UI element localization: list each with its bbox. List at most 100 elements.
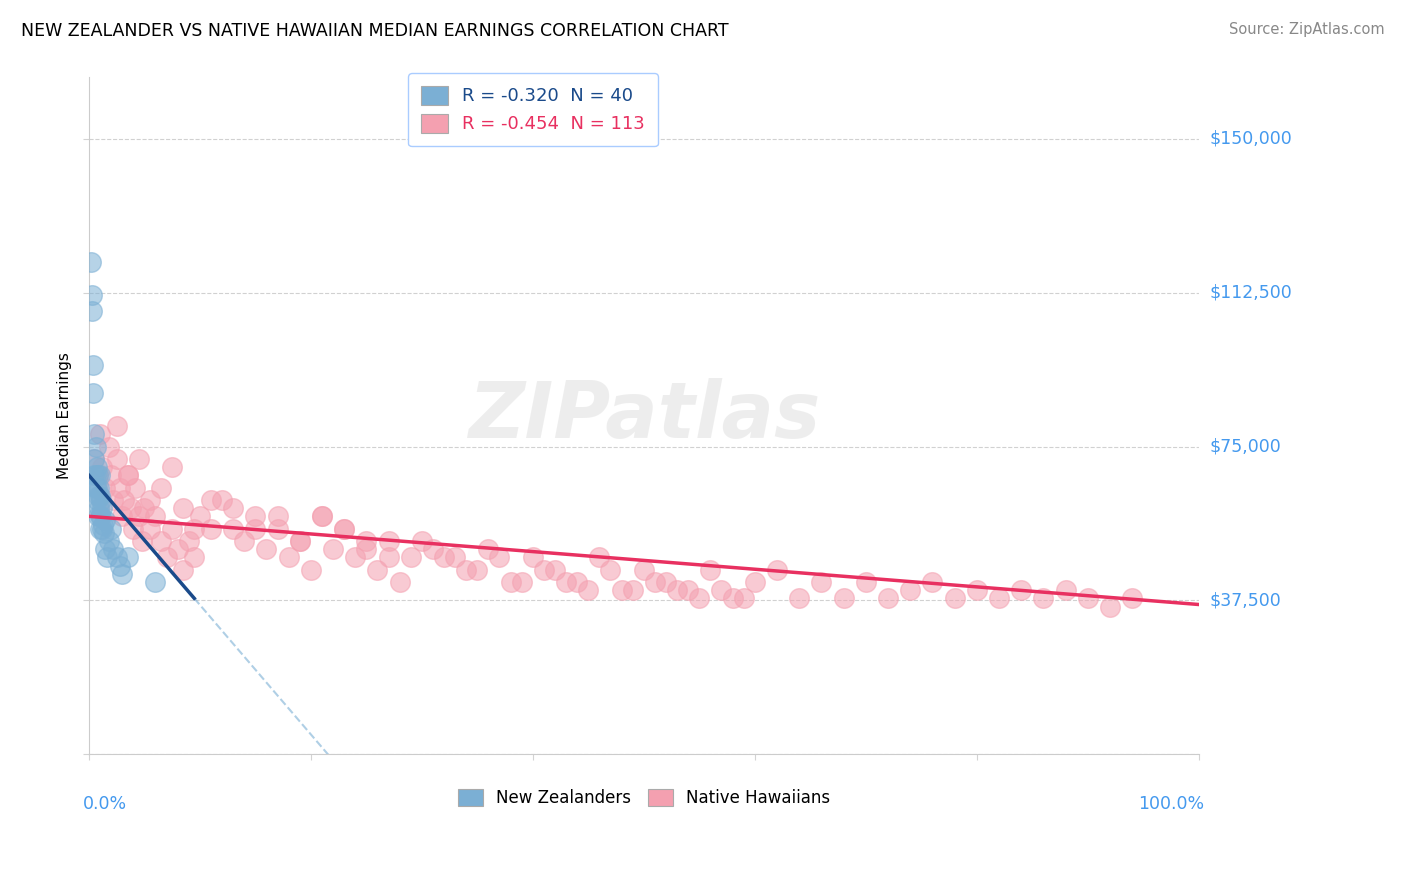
Point — [444, 550, 467, 565]
Point — [139, 492, 162, 507]
Point — [245, 522, 267, 536]
Point — [97, 533, 120, 548]
Point — [160, 522, 183, 536]
Point — [898, 583, 921, 598]
Point — [1121, 591, 1143, 606]
Point — [621, 583, 644, 598]
Text: $150,000: $150,000 — [1209, 130, 1292, 148]
Point — [744, 574, 766, 589]
Point — [465, 563, 488, 577]
Point — [377, 533, 399, 548]
Point — [172, 501, 194, 516]
Point — [488, 550, 510, 565]
Point — [943, 591, 966, 606]
Point — [89, 522, 111, 536]
Point — [117, 468, 139, 483]
Point — [1032, 591, 1054, 606]
Point — [633, 563, 655, 577]
Point — [1054, 583, 1077, 598]
Point — [456, 563, 478, 577]
Point — [644, 574, 666, 589]
Point — [134, 501, 156, 516]
Point — [91, 460, 114, 475]
Point — [733, 591, 755, 606]
Point — [766, 563, 789, 577]
Text: ZIPatlas: ZIPatlas — [468, 378, 820, 454]
Point — [356, 542, 378, 557]
Point — [377, 550, 399, 565]
Point — [333, 522, 356, 536]
Point — [288, 533, 311, 548]
Point — [84, 468, 107, 483]
Point — [533, 563, 555, 577]
Point — [82, 386, 104, 401]
Text: NEW ZEALANDER VS NATIVE HAWAIIAN MEDIAN EARNINGS CORRELATION CHART: NEW ZEALANDER VS NATIVE HAWAIIAN MEDIAN … — [21, 22, 728, 40]
Point — [688, 591, 710, 606]
Point — [166, 542, 188, 557]
Point — [544, 563, 567, 577]
Point — [183, 550, 205, 565]
Legend: New Zealanders, Native Hawaiians: New Zealanders, Native Hawaiians — [451, 782, 837, 814]
Point — [399, 550, 422, 565]
Point — [477, 542, 499, 557]
Point — [499, 574, 522, 589]
Point — [200, 522, 222, 536]
Point — [90, 509, 112, 524]
Point — [86, 492, 108, 507]
Point — [721, 591, 744, 606]
Point — [1077, 591, 1099, 606]
Point — [588, 550, 610, 565]
Point — [288, 533, 311, 548]
Point — [422, 542, 444, 557]
Point — [155, 550, 177, 565]
Point — [111, 509, 134, 524]
Text: Source: ZipAtlas.com: Source: ZipAtlas.com — [1229, 22, 1385, 37]
Point — [254, 542, 277, 557]
Point — [128, 451, 150, 466]
Point — [987, 591, 1010, 606]
Point — [356, 533, 378, 548]
Point — [299, 563, 322, 577]
Point — [433, 550, 456, 565]
Point — [333, 522, 356, 536]
Point — [100, 522, 122, 536]
Point — [82, 358, 104, 372]
Point — [855, 574, 877, 589]
Point — [108, 558, 131, 573]
Point — [128, 509, 150, 524]
Point — [82, 288, 104, 302]
Point — [188, 509, 211, 524]
Point — [311, 509, 333, 524]
Point — [388, 574, 411, 589]
Point — [83, 451, 105, 466]
Point — [411, 533, 433, 548]
Text: 0.0%: 0.0% — [83, 795, 128, 813]
Point — [111, 566, 134, 581]
Point — [810, 574, 832, 589]
Point — [93, 525, 115, 540]
Point — [89, 509, 111, 524]
Point — [94, 542, 117, 557]
Point — [87, 481, 110, 495]
Text: $75,000: $75,000 — [1209, 438, 1282, 456]
Point — [86, 481, 108, 495]
Point — [94, 513, 117, 527]
Point — [150, 481, 173, 495]
Point — [139, 522, 162, 536]
Point — [211, 492, 233, 507]
Point — [97, 440, 120, 454]
Point — [150, 533, 173, 548]
Point — [522, 550, 544, 565]
Text: $37,500: $37,500 — [1209, 591, 1282, 609]
Point — [710, 583, 733, 598]
Point — [122, 522, 145, 536]
Point — [277, 550, 299, 565]
Point — [666, 583, 689, 598]
Point — [160, 460, 183, 475]
Point — [366, 563, 388, 577]
Point — [222, 522, 245, 536]
Point — [599, 563, 621, 577]
Point — [655, 574, 678, 589]
Point — [567, 574, 589, 589]
Point — [105, 419, 128, 434]
